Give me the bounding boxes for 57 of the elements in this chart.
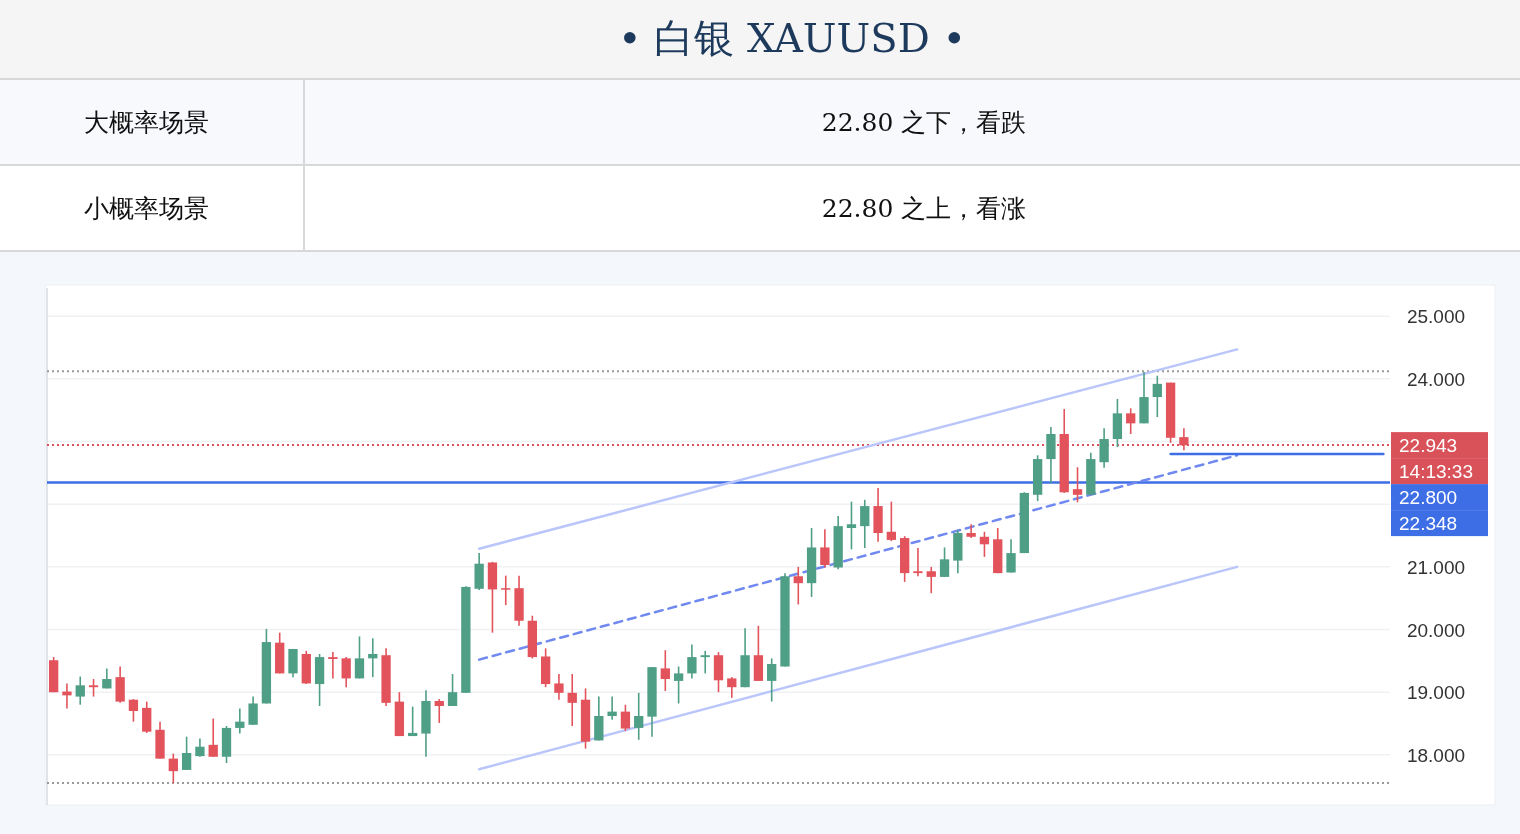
candlestick <box>501 574 511 606</box>
candlestick <box>128 698 139 723</box>
candlestick <box>248 695 258 726</box>
y-tick-label: 21.000 <box>1406 556 1466 578</box>
y-tick-label: 25.000 <box>1406 306 1466 328</box>
candlestick <box>1099 427 1109 469</box>
candlestick <box>554 673 564 701</box>
candlestick <box>341 656 351 688</box>
candlestick <box>886 500 897 542</box>
ref-line-label: 22.348 <box>1399 513 1458 535</box>
candlestick <box>434 698 444 724</box>
candlestick <box>673 665 684 705</box>
candlestick <box>926 566 936 594</box>
candlestick <box>979 530 990 558</box>
candlestick <box>846 500 857 551</box>
candlestick <box>208 717 218 758</box>
text: 大概率场景 <box>84 108 209 137</box>
candlestick <box>793 566 803 606</box>
text: 22.80 之下，看跌 <box>821 108 1027 137</box>
y-tick-label: 20.000 <box>1406 619 1466 641</box>
candlestick <box>913 547 923 578</box>
candlestick <box>687 643 697 680</box>
candlestick <box>727 676 737 699</box>
candlestick <box>700 650 710 675</box>
candlestick <box>634 692 644 741</box>
candlestick <box>607 695 617 721</box>
candlestick <box>660 649 670 692</box>
candlestick <box>1126 407 1136 435</box>
text: 14:13:33 <box>1399 461 1473 483</box>
candlestick <box>447 673 458 707</box>
candlestick <box>75 675 85 706</box>
y-tick-label: 18.000 <box>1406 744 1466 766</box>
candlestick <box>567 673 577 727</box>
candlestick <box>1072 466 1083 504</box>
candlestick <box>620 703 631 732</box>
candlestick <box>235 707 245 735</box>
y-tick-label: 19.000 <box>1406 682 1466 704</box>
candlestick <box>168 752 178 784</box>
candlestick <box>181 735 192 771</box>
candlestick <box>328 651 338 680</box>
candlestick <box>1152 374 1162 418</box>
y-tick-label: 24.000 <box>1406 368 1466 390</box>
candlestick <box>767 657 777 703</box>
ref-line-label: 22.943 <box>1399 435 1458 457</box>
candlestick <box>408 705 418 737</box>
candlestick <box>966 523 976 539</box>
candlestick <box>354 635 365 680</box>
text: 小概率场景 <box>84 194 209 223</box>
candlestick <box>939 546 950 578</box>
chart-title: • 白银 XAUUSD • <box>617 15 967 61</box>
candlestick <box>860 499 870 549</box>
candlestick <box>142 700 152 734</box>
text: 22.80 之上，看涨 <box>821 194 1027 223</box>
candlestick <box>195 737 205 758</box>
candlestick <box>820 528 830 569</box>
candlestick <box>1006 538 1016 574</box>
data-label: 22.800 <box>1399 487 1458 509</box>
